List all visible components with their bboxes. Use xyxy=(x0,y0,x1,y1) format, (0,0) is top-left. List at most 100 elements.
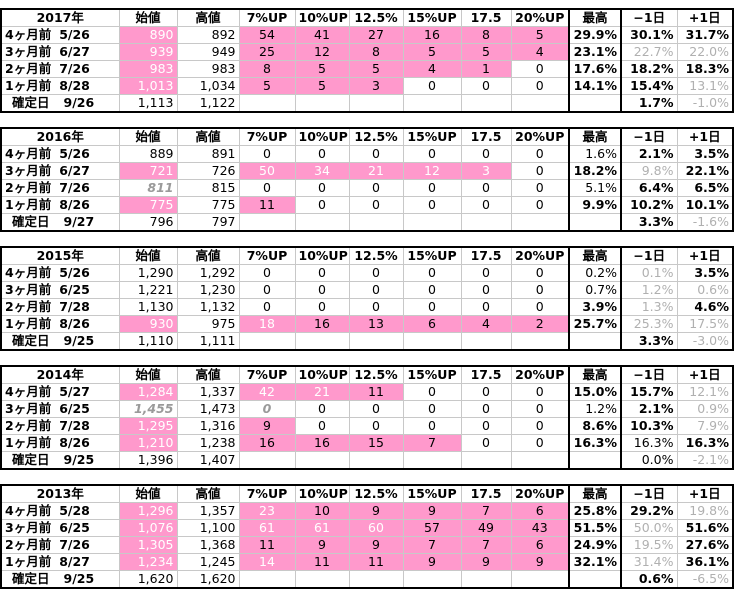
column-header[interactable]: 20%UP xyxy=(510,246,570,265)
data-cell[interactable]: 0 xyxy=(348,400,404,418)
data-cell[interactable]: 7 xyxy=(460,536,512,554)
data-cell[interactable]: 0 xyxy=(460,298,512,316)
column-header[interactable]: 17.5 xyxy=(460,365,512,384)
data-cell[interactable]: 0 xyxy=(348,298,404,316)
data-cell[interactable]: 0 xyxy=(294,298,350,316)
data-cell[interactable]: 18.3% xyxy=(676,60,734,78)
data-cell[interactable]: 1,113 xyxy=(118,94,178,113)
data-cell[interactable]: 1,292 xyxy=(176,264,240,282)
data-cell[interactable]: 25 xyxy=(238,43,296,61)
row-label-cell[interactable]: 確定日 9/27 xyxy=(0,213,120,232)
data-cell[interactable]: 16.3% xyxy=(568,434,622,452)
column-header[interactable]: 始値 xyxy=(118,246,178,265)
row-label-cell[interactable]: 4ヶ月前 5/26 xyxy=(0,26,120,44)
data-cell[interactable]: 10 xyxy=(294,502,350,520)
data-cell[interactable]: 1.2% xyxy=(568,400,622,418)
data-cell[interactable]: 815 xyxy=(176,179,240,197)
data-cell[interactable] xyxy=(568,94,622,113)
data-cell[interactable]: 3 xyxy=(348,77,404,95)
data-cell[interactable]: 12.1% xyxy=(676,383,734,401)
data-cell[interactable]: 0 xyxy=(510,298,570,316)
row-label-cell[interactable]: 4ヶ月前 5/26 xyxy=(0,145,120,163)
row-label-cell[interactable]: 2ヶ月前 7/26 xyxy=(0,179,120,197)
data-cell[interactable]: 1,284 xyxy=(118,383,178,401)
data-cell[interactable]: 5 xyxy=(294,77,350,95)
column-header[interactable]: 始値 xyxy=(118,8,178,27)
data-cell[interactable]: 0 xyxy=(238,281,296,299)
data-cell[interactable]: 0 xyxy=(238,179,296,197)
data-cell[interactable]: -2.1% xyxy=(676,451,734,470)
data-cell[interactable] xyxy=(294,94,350,113)
data-cell[interactable]: 60 xyxy=(348,519,404,537)
data-cell[interactable]: 3 xyxy=(460,162,512,180)
data-cell[interactable]: 0 xyxy=(402,77,462,95)
data-cell[interactable]: 0 xyxy=(348,417,404,435)
year-label[interactable]: 2014年 xyxy=(0,365,120,384)
column-header[interactable]: 最高 xyxy=(568,484,622,503)
data-cell[interactable]: 22.7% xyxy=(620,43,678,61)
year-label[interactable]: 2016年 xyxy=(0,127,120,146)
data-cell[interactable]: 14 xyxy=(238,553,296,571)
data-cell[interactable]: 23 xyxy=(238,502,296,520)
data-cell[interactable]: 22.0% xyxy=(676,43,734,61)
data-cell[interactable]: 4.6% xyxy=(676,298,734,316)
column-header[interactable]: 7%UP xyxy=(238,246,296,265)
data-cell[interactable]: 12 xyxy=(402,162,462,180)
data-cell[interactable]: 41 xyxy=(294,26,350,44)
data-cell[interactable]: 0 xyxy=(238,400,296,418)
data-cell[interactable]: 17.6% xyxy=(568,60,622,78)
column-header[interactable]: 17.5 xyxy=(460,246,512,265)
data-cell[interactable]: 11 xyxy=(348,383,404,401)
data-cell[interactable]: 12 xyxy=(294,43,350,61)
data-cell[interactable]: 1,296 xyxy=(118,502,178,520)
data-cell[interactable]: 31.4% xyxy=(620,553,678,571)
column-header[interactable]: 10%UP xyxy=(294,365,350,384)
data-cell[interactable]: 811 xyxy=(118,179,178,197)
data-cell[interactable]: 11 xyxy=(238,536,296,554)
data-cell[interactable]: 23.1% xyxy=(568,43,622,61)
column-header[interactable]: 17.5 xyxy=(460,8,512,27)
data-cell[interactable]: 51.5% xyxy=(568,519,622,537)
data-cell[interactable]: 0 xyxy=(460,196,512,214)
data-cell[interactable] xyxy=(402,213,462,232)
data-cell[interactable]: -6.5% xyxy=(676,570,734,589)
data-cell[interactable]: 1,130 xyxy=(118,298,178,316)
data-cell[interactable] xyxy=(568,213,622,232)
data-cell[interactable]: 2.1% xyxy=(620,145,678,163)
data-cell[interactable] xyxy=(460,570,512,589)
data-cell[interactable] xyxy=(460,94,512,113)
data-cell[interactable] xyxy=(238,451,296,470)
column-header[interactable]: 10%UP xyxy=(294,484,350,503)
data-cell[interactable]: 9.9% xyxy=(568,196,622,214)
data-cell[interactable]: 5.1% xyxy=(568,179,622,197)
data-cell[interactable]: 16 xyxy=(402,26,462,44)
data-cell[interactable] xyxy=(402,94,462,113)
data-cell[interactable]: 1,230 xyxy=(176,281,240,299)
row-label-cell[interactable]: 2ヶ月前 7/26 xyxy=(0,60,120,78)
row-label-cell[interactable]: 確定日 9/25 xyxy=(0,451,120,470)
row-label-cell[interactable]: 1ヶ月前 8/27 xyxy=(0,553,120,571)
data-cell[interactable]: 27 xyxy=(348,26,404,44)
row-label-cell[interactable]: 2ヶ月前 7/26 xyxy=(0,536,120,554)
column-header[interactable]: 高値 xyxy=(176,365,240,384)
data-cell[interactable]: 0 xyxy=(348,264,404,282)
data-cell[interactable]: 1,013 xyxy=(118,77,178,95)
column-header[interactable]: 15%UP xyxy=(402,127,462,146)
data-cell[interactable]: 1.2% xyxy=(620,281,678,299)
row-label-cell[interactable]: 3ヶ月前 6/25 xyxy=(0,400,120,418)
data-cell[interactable]: 9 xyxy=(348,502,404,520)
column-header[interactable]: 10%UP xyxy=(294,246,350,265)
data-cell[interactable]: 10.2% xyxy=(620,196,678,214)
data-cell[interactable] xyxy=(294,332,350,351)
column-header[interactable]: +1日 xyxy=(676,246,734,265)
data-cell[interactable]: 14.1% xyxy=(568,77,622,95)
data-cell[interactable]: 0 xyxy=(510,179,570,197)
data-cell[interactable]: 3.9% xyxy=(568,298,622,316)
column-header[interactable]: 高値 xyxy=(176,484,240,503)
data-cell[interactable]: 7 xyxy=(402,434,462,452)
data-cell[interactable]: 34 xyxy=(294,162,350,180)
data-cell[interactable]: 0 xyxy=(510,400,570,418)
row-label-cell[interactable]: 1ヶ月前 8/28 xyxy=(0,77,120,95)
data-cell[interactable]: 0 xyxy=(510,434,570,452)
data-cell[interactable]: 42 xyxy=(238,383,296,401)
